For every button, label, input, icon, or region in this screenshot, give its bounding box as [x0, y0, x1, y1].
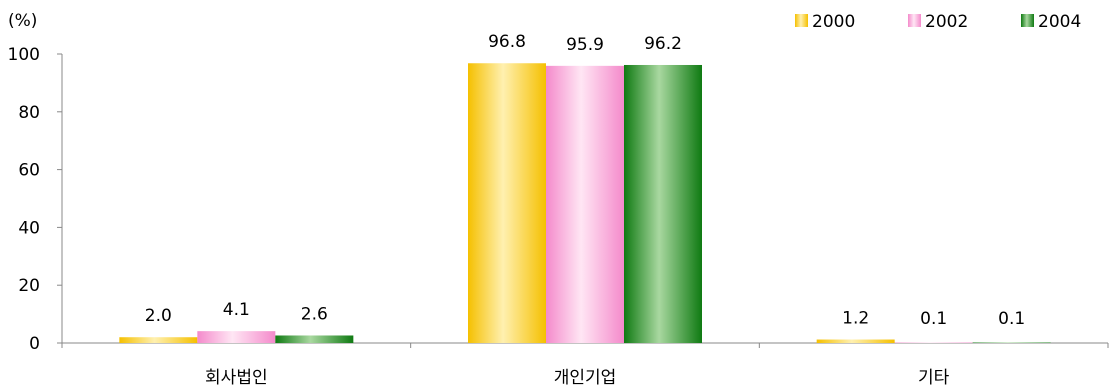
data-label: 95.9	[566, 35, 604, 55]
y-tick-label: 0	[29, 334, 40, 354]
legend-label: 2000	[812, 12, 855, 32]
legend-swatch-2000	[795, 14, 808, 27]
x-category-label: 기타	[918, 368, 950, 388]
data-label: 96.8	[488, 32, 526, 52]
data-label: 0.1	[920, 309, 947, 329]
bar-2000-3	[816, 339, 895, 343]
y-axis: 0 20 40 60 80 100	[8, 45, 63, 354]
data-label: 2.6	[301, 304, 328, 324]
legend-swatch-2004	[1021, 14, 1034, 27]
data-label: 0.1	[998, 309, 1025, 329]
bar-2000-1	[119, 337, 198, 343]
data-label: 4.1	[223, 300, 250, 320]
bar-2002-1	[197, 331, 276, 343]
y-axis-unit-label: (%)	[8, 11, 37, 31]
bar-2004-1	[275, 335, 354, 343]
data-label: 1.2	[842, 309, 869, 329]
bar-2002-3	[894, 342, 973, 343]
legend-swatch-2002	[908, 14, 921, 27]
x-category-label: 개인기업	[554, 368, 617, 388]
data-label: 96.2	[644, 34, 682, 54]
legend-label: 2002	[925, 12, 968, 32]
legend: 2000 2002 2004	[795, 12, 1081, 32]
x-category-label: 회사법인	[205, 368, 268, 388]
bar-2004-3	[972, 342, 1051, 343]
bar-2000-2	[468, 63, 546, 344]
y-tick-label: 80	[18, 103, 40, 123]
bar-2002-2	[546, 65, 624, 343]
y-tick-label: 60	[18, 161, 40, 181]
y-tick-label: 40	[18, 218, 40, 238]
data-labels: 2.0 4.1 2.6 96.8 95.9 96.2 1.2 0.1 0.1	[145, 32, 1025, 329]
y-tick-label: 100	[8, 45, 40, 65]
data-label: 2.0	[145, 306, 172, 326]
x-axis: 회사법인 개인기업 기타	[61, 342, 1109, 388]
bars	[119, 63, 1051, 344]
bar-2004-2	[624, 64, 702, 344]
y-tick-label: 20	[18, 276, 40, 296]
legend-label: 2004	[1038, 12, 1081, 32]
